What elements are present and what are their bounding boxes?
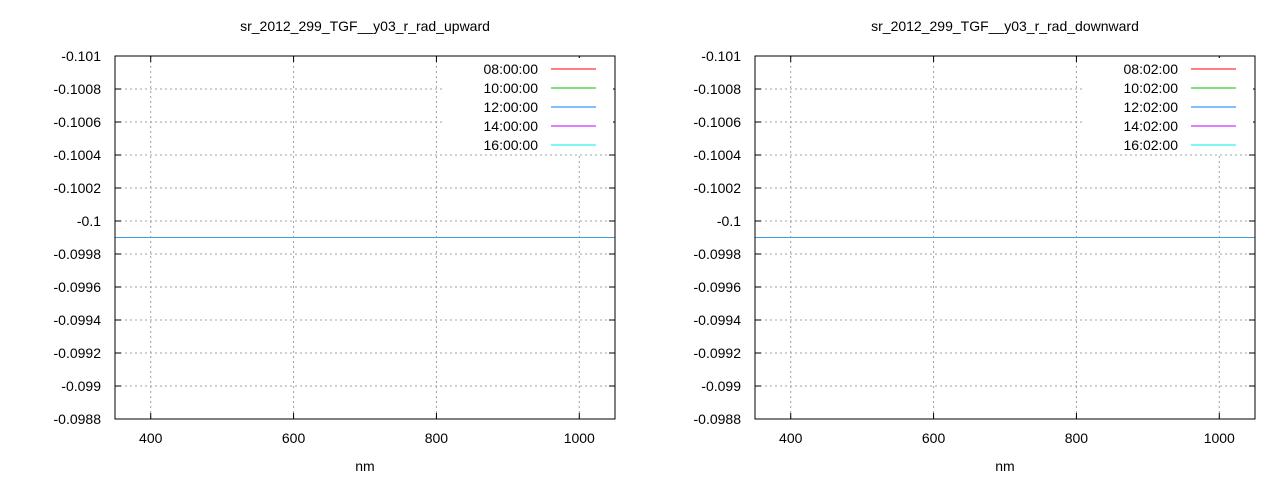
x-tick-label: 400	[779, 430, 803, 446]
y-tick-label: -0.1	[717, 213, 741, 229]
legend-label: 10:00:00	[484, 80, 539, 96]
x-axis-label: nm	[355, 458, 374, 474]
legend-label: 08:02:00	[1124, 61, 1179, 77]
y-tick-label: -0.1008	[694, 81, 742, 97]
plot-border	[114, 55, 616, 420]
x-axis-label: nm	[995, 458, 1014, 474]
y-tick-label: -0.0988	[54, 411, 102, 427]
y-tick-label: -0.1004	[694, 147, 742, 163]
y-tick-label: -0.0996	[694, 279, 742, 295]
y-tick-label: -0.1002	[54, 180, 102, 196]
y-tick-label: -0.1008	[54, 81, 102, 97]
x-tick-label: 400	[139, 430, 163, 446]
y-tick-label: -0.0992	[54, 345, 102, 361]
legend-label: 16:02:00	[1124, 137, 1179, 153]
y-tick-label: -0.0994	[54, 312, 102, 328]
y-tick-label: -0.099	[701, 378, 741, 394]
legend-label: 08:00:00	[484, 61, 539, 77]
x-tick-label: 600	[922, 430, 946, 446]
x-tick-label: 1000	[1204, 430, 1235, 446]
y-tick-label: -0.0992	[694, 345, 742, 361]
plot-border	[754, 55, 1256, 420]
x-tick-label: 1000	[564, 430, 595, 446]
legend-box	[445, 58, 613, 154]
legend-label: 10:02:00	[1124, 80, 1179, 96]
x-tick-label: 800	[425, 430, 449, 446]
chart-title: sr_2012_299_TGF__y03_r_rad_upward	[240, 18, 490, 34]
legend-label: 16:00:00	[484, 137, 539, 153]
legend-label: 12:00:00	[484, 99, 539, 115]
y-tick-label: -0.0988	[694, 411, 742, 427]
x-tick-label: 800	[1065, 430, 1089, 446]
x-tick-label: 600	[282, 430, 306, 446]
y-tick-label: -0.1006	[694, 114, 742, 130]
legend-label: 14:00:00	[484, 118, 539, 134]
y-tick-label: -0.0998	[54, 246, 102, 262]
y-tick-label: -0.0998	[694, 246, 742, 262]
y-tick-label: -0.0996	[54, 279, 102, 295]
legend-label: 12:02:00	[1124, 99, 1179, 115]
y-tick-label: -0.1	[77, 213, 101, 229]
y-tick-label: -0.1006	[54, 114, 102, 130]
legend-box	[1085, 58, 1253, 154]
y-tick-label: -0.101	[701, 48, 741, 64]
y-tick-label: -0.0994	[694, 312, 742, 328]
legend-label: 14:02:00	[1124, 118, 1179, 134]
y-tick-label: -0.1004	[54, 147, 102, 163]
y-tick-label: -0.099	[61, 378, 101, 394]
y-tick-label: -0.101	[61, 48, 101, 64]
chart-title: sr_2012_299_TGF__y03_r_rad_downward	[871, 18, 1139, 34]
y-tick-label: -0.1002	[694, 180, 742, 196]
